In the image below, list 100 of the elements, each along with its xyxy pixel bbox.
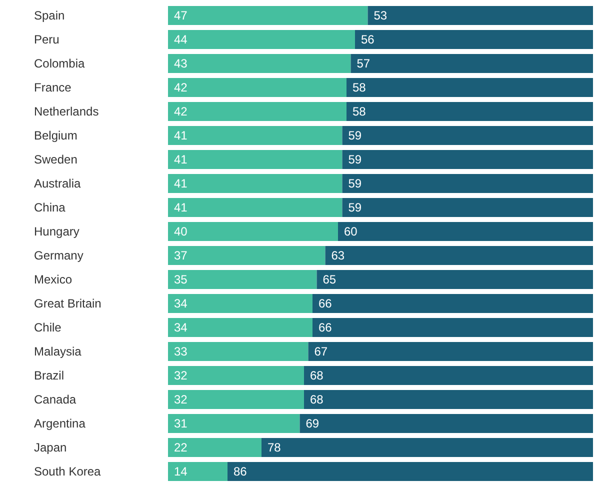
data-label: 41 — [174, 128, 188, 142]
y-tick-label: South Korea — [34, 464, 102, 478]
data-label: 59 — [348, 176, 362, 190]
bar — [168, 102, 346, 121]
data-label: 47 — [174, 8, 188, 22]
bar — [325, 246, 593, 265]
data-label: 41 — [174, 152, 188, 166]
bar — [346, 102, 593, 121]
bar — [346, 78, 593, 97]
y-tick-label: Spain — [34, 8, 65, 22]
data-label: 32 — [174, 368, 188, 382]
data-label: 59 — [348, 200, 362, 214]
bar — [338, 222, 593, 241]
y-tick-label: Canada — [34, 392, 76, 406]
data-label: 41 — [174, 200, 188, 214]
data-label: 33 — [174, 344, 188, 358]
y-tick-label: Colombia — [34, 56, 86, 70]
data-label: 32 — [174, 392, 188, 406]
bar — [316, 270, 593, 289]
bar — [168, 462, 228, 481]
y-tick-label: Netherlands — [34, 104, 99, 118]
y-tick-label: Great Britain — [34, 296, 102, 310]
bar — [262, 438, 593, 457]
y-tick-label: Mexico — [34, 272, 72, 286]
bar — [168, 246, 326, 265]
data-label: 53 — [374, 8, 388, 22]
data-label: 34 — [174, 320, 188, 334]
data-label: 22 — [174, 440, 188, 454]
y-tick-label: Germany — [34, 248, 84, 262]
data-label: 44 — [174, 32, 188, 46]
data-label: 69 — [306, 416, 320, 430]
bar — [168, 54, 351, 73]
bar — [168, 366, 304, 385]
bar — [304, 366, 593, 385]
y-tick-label: Hungary — [34, 224, 80, 238]
bar — [168, 414, 300, 433]
bar — [168, 438, 262, 457]
data-label: 56 — [361, 32, 375, 46]
bar — [168, 222, 338, 241]
y-tick-label: Chile — [34, 320, 62, 334]
y-tick-label: Malaysia — [34, 344, 82, 358]
y-tick-label: Peru — [34, 32, 60, 46]
data-label: 14 — [174, 464, 188, 478]
y-tick-label: Japan — [34, 440, 67, 454]
data-label: 86 — [234, 464, 248, 478]
data-label: 57 — [356, 56, 370, 70]
bar — [342, 198, 593, 217]
data-label: 35 — [174, 272, 188, 286]
data-label: 34 — [174, 296, 188, 310]
bar — [168, 294, 312, 313]
data-label: 41 — [174, 176, 188, 190]
y-tick-label: Argentina — [34, 416, 86, 430]
y-tick-label: Sweden — [34, 152, 78, 166]
data-label: 65 — [322, 272, 336, 286]
y-tick-label: China — [34, 200, 66, 214]
bar — [168, 198, 342, 217]
bar — [308, 342, 593, 361]
bar — [342, 150, 593, 169]
data-label: 31 — [174, 416, 188, 430]
bar — [228, 462, 593, 481]
data-label: 43 — [174, 56, 188, 70]
data-label: 68 — [310, 368, 324, 382]
data-label: 37 — [174, 248, 188, 262]
bar — [168, 6, 368, 25]
data-label: 42 — [174, 104, 188, 118]
bar — [368, 6, 593, 25]
data-label: 66 — [318, 320, 332, 334]
data-label: 60 — [344, 224, 358, 238]
data-label: 42 — [174, 80, 188, 94]
bar — [168, 30, 355, 49]
bar — [342, 174, 593, 193]
bar — [350, 54, 593, 73]
bar — [168, 342, 308, 361]
data-label: 58 — [352, 104, 366, 118]
bar — [312, 318, 593, 337]
bar — [168, 126, 342, 145]
bar — [300, 414, 593, 433]
bar — [168, 174, 342, 193]
data-label: 59 — [348, 152, 362, 166]
data-label: 66 — [318, 296, 332, 310]
y-tick-label: Brazil — [34, 368, 64, 382]
bar — [168, 150, 342, 169]
bar — [342, 126, 593, 145]
data-label: 40 — [174, 224, 188, 238]
bar — [168, 390, 304, 409]
data-label: 68 — [310, 392, 324, 406]
bar — [312, 294, 593, 313]
data-label: 59 — [348, 128, 362, 142]
bar — [304, 390, 593, 409]
y-tick-label: Belgium — [34, 128, 78, 142]
y-tick-label: Australia — [34, 176, 82, 190]
data-label: 58 — [352, 80, 366, 94]
y-tick-label: France — [34, 80, 72, 94]
bar — [355, 30, 593, 49]
bar — [168, 78, 346, 97]
data-label: 78 — [268, 440, 282, 454]
data-label: 63 — [331, 248, 345, 262]
data-label: 67 — [314, 344, 328, 358]
bar — [168, 318, 312, 337]
bar — [168, 270, 317, 289]
